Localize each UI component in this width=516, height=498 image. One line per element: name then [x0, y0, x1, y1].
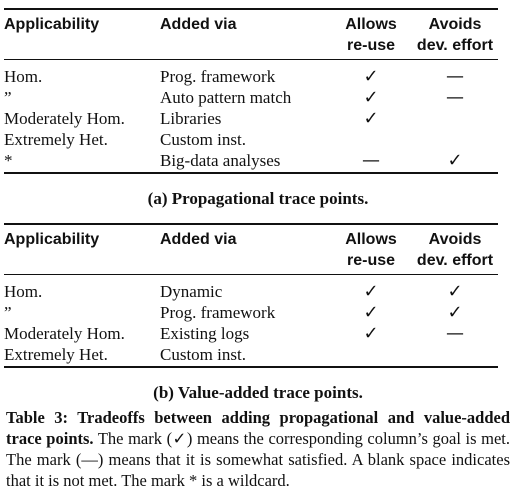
- allows-reuse-mark: ✓: [363, 108, 379, 129]
- applicability-cell: ”: [4, 88, 12, 107]
- avoids-effort-mark: —: [446, 66, 464, 87]
- avoids-effort-mark: ✓: [447, 302, 463, 323]
- propagational-table-header: Applicability Added via Allows re-use Av…: [4, 9, 498, 60]
- avoids-effort-mark: ✓: [447, 281, 463, 302]
- applicability-cell: *: [4, 151, 13, 170]
- applicability-cell: Extremely Het.: [4, 130, 108, 149]
- applicability-cell: Hom.: [4, 67, 43, 86]
- table-row: ” Prog. framework ✓ ✓: [4, 302, 498, 323]
- table-row: Hom. Dynamic ✓ ✓: [4, 275, 498, 303]
- avoids-header-line2: dev. effort: [416, 252, 494, 269]
- applicability-cell: Hom.: [4, 282, 43, 301]
- allows-reuse-mark: ✓: [363, 66, 379, 87]
- allows-header-line2: re-use: [346, 37, 396, 54]
- avoids-effort-mark: ✓: [447, 150, 463, 171]
- applicability-cell: ”: [4, 303, 12, 322]
- value-added-table: Applicability Added via Allows re-use Av…: [4, 223, 498, 368]
- allows-header-line1: Allows: [345, 16, 397, 33]
- avoids-effort-header: Avoids dev. effort: [412, 9, 498, 60]
- allows-reuse-mark: ✓: [363, 302, 379, 323]
- allows-header-line2: re-use: [346, 252, 396, 269]
- allows-reuse-mark: —: [362, 150, 380, 171]
- avoids-header-line2: dev. effort: [416, 37, 494, 54]
- table-row: Moderately Hom. Existing logs ✓ —: [4, 323, 498, 344]
- added-via-cell: Auto pattern match: [160, 88, 292, 107]
- avoids-effort-mark: [412, 344, 498, 367]
- allows-reuse-mark: ✓: [363, 281, 379, 302]
- allows-reuse-mark: [330, 344, 412, 367]
- added-via-cell: Prog. framework: [160, 303, 276, 322]
- allows-reuse-mark: [330, 129, 412, 150]
- added-via-cell: Big-data analyses: [160, 151, 281, 170]
- added-via-cell: Prog. framework: [160, 67, 276, 86]
- applicability-cell: Extremely Het.: [4, 345, 108, 364]
- table-caption: Table 3: Tradeoffs between adding propag…: [6, 407, 510, 491]
- propagational-table: Applicability Added via Allows re-use Av…: [4, 8, 498, 174]
- applicability-header: Applicability: [4, 16, 100, 33]
- added-via-cell: Custom inst.: [160, 130, 246, 149]
- avoids-header-line1: Avoids: [428, 231, 482, 248]
- propagational-table-caption: (a) Propagational trace points.: [147, 189, 369, 208]
- allows-header-line1: Allows: [345, 231, 397, 248]
- value-added-table-caption: (b) Value-added trace points.: [153, 383, 363, 402]
- value-added-table-header: Applicability Added via Allows re-use Av…: [4, 224, 498, 275]
- added-via-cell: Dynamic: [160, 282, 223, 301]
- avoids-effort-mark: —: [446, 87, 464, 108]
- allows-reuse-mark: ✓: [363, 323, 379, 344]
- table-row: Moderately Hom. Libraries ✓: [4, 108, 498, 129]
- avoids-effort-header: Avoids dev. effort: [412, 224, 498, 275]
- applicability-header: Applicability: [4, 231, 100, 248]
- avoids-effort-mark: —: [446, 323, 464, 344]
- table-caption-lead: Table 3: Tradeoffs between adding propag…: [6, 408, 510, 448]
- avoids-effort-mark: [412, 108, 498, 129]
- allows-reuse-header: Allows re-use: [330, 224, 412, 275]
- added-via-cell: Existing logs: [160, 324, 250, 343]
- added-via-cell: Libraries: [160, 109, 222, 128]
- table-row: ” Auto pattern match ✓ —: [4, 87, 498, 108]
- added-via-header: Added via: [160, 16, 237, 33]
- avoids-header-line1: Avoids: [428, 16, 482, 33]
- applicability-cell: Moderately Hom.: [4, 324, 125, 343]
- table-row: * Big-data analyses — ✓: [4, 150, 498, 173]
- table-row: Hom. Prog. framework ✓ —: [4, 60, 498, 88]
- applicability-cell: Moderately Hom.: [4, 109, 125, 128]
- allows-reuse-header: Allows re-use: [330, 9, 412, 60]
- added-via-cell: Custom inst.: [160, 345, 246, 364]
- table-row: Extremely Het. Custom inst.: [4, 129, 498, 150]
- added-via-header: Added via: [160, 231, 237, 248]
- allows-reuse-mark: ✓: [363, 87, 379, 108]
- avoids-effort-mark: [412, 129, 498, 150]
- table-caption-body: The mark (✓) means the corresponding col…: [6, 429, 510, 490]
- table-row: Extremely Het. Custom inst.: [4, 344, 498, 367]
